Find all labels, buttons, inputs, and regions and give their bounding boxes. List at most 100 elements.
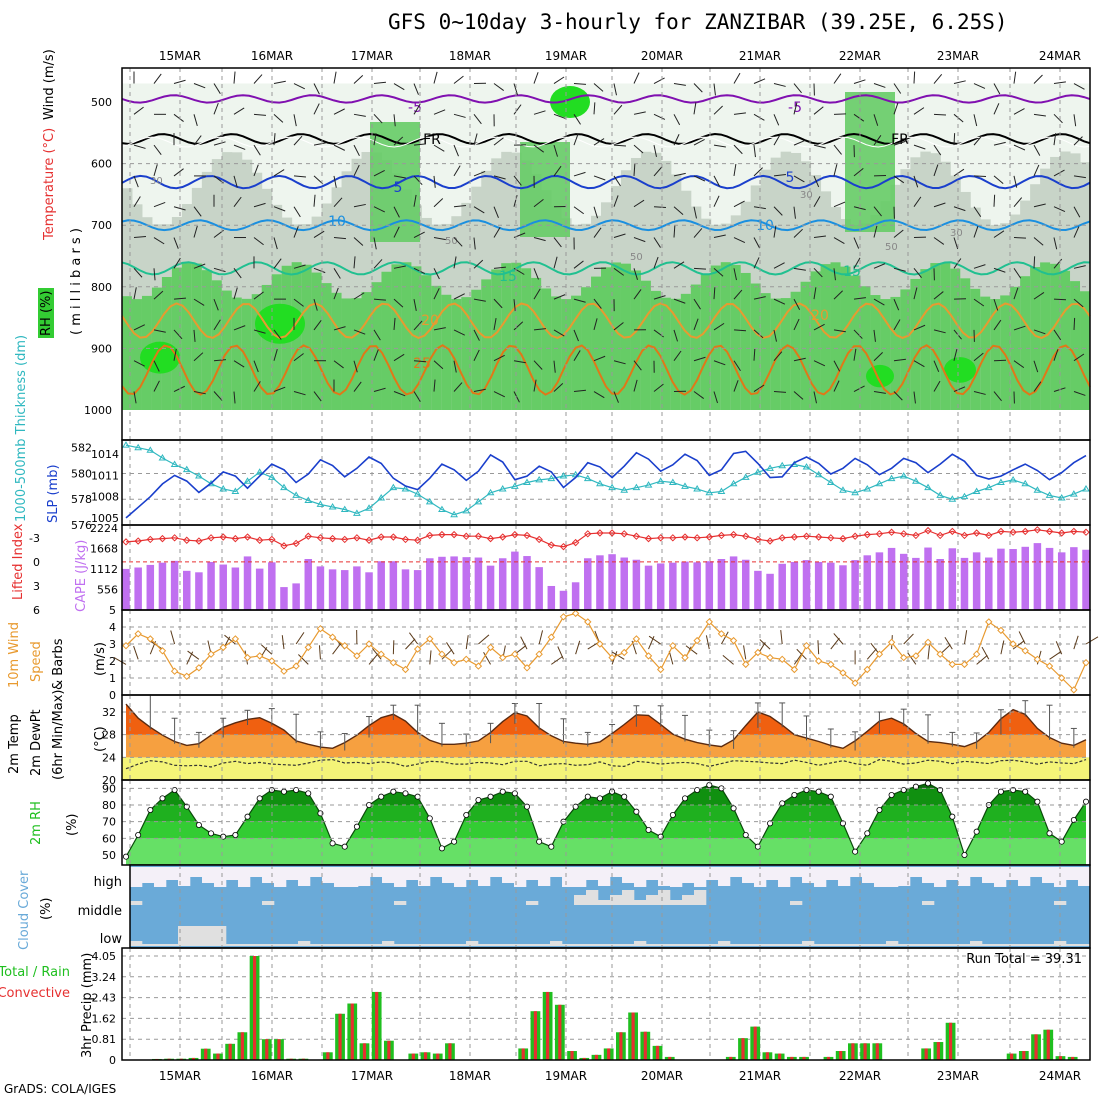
rh-point [463, 812, 470, 819]
wind-barb [153, 290, 164, 300]
wind-barb [873, 352, 883, 362]
wind-barb [333, 360, 344, 369]
li-point [280, 542, 288, 550]
rh-point [414, 793, 421, 800]
thickness-point [863, 484, 872, 492]
wind-barb [813, 196, 821, 207]
cloud-high-gap [1030, 867, 1043, 877]
rh-band-mid [670, 174, 682, 410]
cloud-high-gap [166, 867, 179, 880]
cape-bar [802, 560, 811, 610]
li-point [960, 531, 969, 540]
li-point [717, 531, 726, 540]
wind-barb [673, 225, 676, 238]
wind-barb [573, 329, 579, 342]
thickness-point [1069, 490, 1078, 497]
wind-barb [273, 329, 282, 340]
wind-barb [533, 198, 544, 208]
cloud-low-gap [562, 944, 575, 946]
thickness-point [960, 492, 969, 500]
cloud-high-gap [1042, 867, 1055, 883]
thickness-point [936, 491, 945, 498]
wind-barb [313, 194, 316, 207]
precip-convective-bar [1046, 1029, 1050, 1060]
precip-convective-bar [753, 1026, 757, 1060]
precip-convective-bar [643, 1031, 647, 1060]
wind-barb [293, 83, 306, 90]
cape-bar [1045, 547, 1054, 610]
precip-convective-bar [204, 1048, 208, 1060]
wind-barb [333, 287, 339, 300]
wind-barb [353, 292, 365, 300]
rh-point [487, 793, 494, 800]
wind-barb [573, 260, 584, 269]
li-point [1045, 527, 1054, 536]
precip-convective-bar [631, 1012, 635, 1060]
precip-convective-bar [741, 1038, 745, 1060]
precip-convective-bar [1071, 1056, 1075, 1060]
cloud-high-gap [622, 867, 635, 883]
rh-band-high [521, 268, 532, 410]
wind-barb [653, 77, 665, 84]
wind10-barb [1073, 635, 1079, 650]
cape-bar [705, 561, 714, 610]
cape-bar [365, 572, 373, 610]
wind-barb [773, 83, 786, 87]
wind-barb [993, 267, 1006, 273]
cloud-high-gap [610, 867, 623, 877]
cloud-high-gap [730, 867, 743, 877]
wind10-barb [976, 655, 988, 665]
rh-band-high [551, 296, 562, 410]
rh-band-high [700, 273, 712, 410]
wind-barb [953, 237, 959, 250]
rh-band-high [1060, 270, 1071, 410]
cape-bar [717, 559, 726, 610]
wind10-point [450, 658, 458, 667]
rh-point [852, 848, 859, 855]
contour-label: 5 [394, 180, 403, 196]
wind10-point [559, 613, 568, 621]
wind10-barb [368, 653, 379, 665]
wind10-point [1045, 662, 1054, 670]
wind-barb [353, 381, 362, 392]
wind10-barb [1012, 640, 1025, 650]
li-point [1021, 527, 1029, 536]
cloud-high-gap [274, 867, 287, 887]
wind-barb [773, 114, 780, 126]
wind-barb [913, 360, 925, 368]
precip-convective-bar [826, 1056, 831, 1060]
wind-barb [793, 298, 801, 310]
footer-credit: GrADS: COLA/IGES [4, 1082, 117, 1096]
wind-barb [453, 256, 457, 269]
wind-barb [753, 348, 756, 361]
wind10-point [170, 667, 179, 675]
temperature-contour [121, 132, 1091, 145]
cloud-high-gap [262, 867, 275, 883]
wind-barb [393, 391, 406, 397]
cape-bar [851, 560, 859, 610]
cloud-high-gap [298, 867, 311, 886]
cloud-high-gap [238, 867, 251, 887]
wind-barb [493, 226, 501, 238]
cloud-high-gap [862, 867, 875, 883]
thickness-point [778, 461, 787, 469]
wind-barb [393, 206, 400, 218]
cloud-middle-gap [574, 895, 587, 905]
cloud-low-gap [682, 944, 695, 946]
cape-bar [778, 563, 786, 610]
wind-barb [733, 380, 739, 392]
thickness-point [425, 497, 434, 505]
wind-barb [993, 83, 1001, 95]
wind-barb [1053, 298, 1067, 301]
temp-band-yellow [122, 757, 1090, 780]
wind-barb [173, 348, 177, 361]
cloud-low-gap [634, 941, 647, 946]
rh-point [123, 853, 130, 860]
cloud-high-gap [826, 867, 839, 880]
cloud-high-gap [886, 867, 899, 887]
cloud-low-gap [166, 944, 179, 946]
cloud-low-gap [886, 941, 899, 946]
wind-barb [713, 105, 723, 115]
li-point [170, 534, 179, 542]
thickness-tick: 582 [71, 442, 92, 455]
